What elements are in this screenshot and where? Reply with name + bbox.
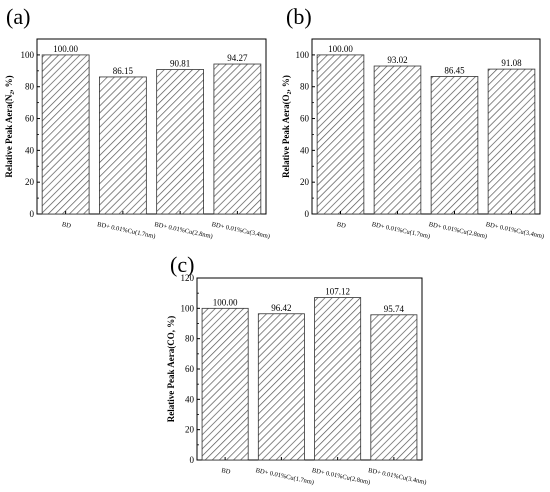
bar-value-label: 96.42 — [271, 303, 291, 313]
bar — [99, 76, 147, 215]
bar — [201, 307, 249, 461]
bar — [41, 54, 90, 215]
y-tick-label: 0 — [30, 209, 35, 219]
y-tick-label: 20 — [185, 425, 195, 435]
y-tick-label: 0 — [190, 455, 195, 465]
bar-value-label: 91.08 — [501, 58, 522, 68]
y-tick-label: 80 — [25, 82, 35, 92]
y-axis-label: Relative Peak Aera(CO, %) — [166, 316, 176, 422]
x-category-label: BD+ 0.01%Cu(2.8nm) — [311, 467, 371, 486]
panel-letter: (c) — [170, 252, 194, 277]
y-tick-label: 100 — [296, 50, 310, 60]
y-tick-label: 80 — [300, 82, 310, 92]
y-axis-label: Relative Peak Aera(O₂, %) — [281, 75, 291, 178]
bar — [370, 314, 418, 461]
bar-value-label: 93.02 — [387, 55, 407, 65]
y-tick-label: 40 — [25, 145, 35, 155]
x-category-label: BD+ 0.01%Cu(1.7nm) — [371, 221, 431, 240]
bar — [373, 65, 422, 215]
bar-value-label: 86.45 — [444, 65, 465, 75]
bar-value-label: 100.00 — [53, 44, 78, 54]
bar-value-label: 90.81 — [170, 59, 190, 69]
y-tick-label: 60 — [300, 114, 310, 124]
x-category-label: BD — [61, 221, 72, 230]
y-tick-label: 100 — [181, 303, 195, 313]
chart-panel-c: (c) 0 20 40 60 80 100 120 Relative Peak Aera(CO,… — [166, 252, 427, 486]
panel-letter: (a) — [6, 4, 30, 29]
y-tick-label: 80 — [185, 334, 195, 344]
x-category-label: BD+ 0.01%Cu(2.8nm) — [428, 221, 488, 240]
panel-letter: (b) — [286, 4, 312, 29]
x-category-label: BD+ 0.01%Cu(2.8nm) — [154, 221, 214, 240]
bar — [487, 68, 536, 215]
x-category-label: BD — [336, 221, 347, 230]
bar-value-label: 94.27 — [227, 53, 248, 63]
axes-frame — [311, 38, 541, 215]
x-category-label: BD — [221, 467, 232, 476]
bar — [257, 313, 305, 461]
y-tick-label: 100 — [21, 50, 35, 60]
bar — [314, 297, 362, 461]
x-category-label: BD+ 0.01%Cu(1.7nm) — [255, 467, 315, 486]
bar — [156, 69, 204, 215]
y-axis-label: Relative Peak Aera(N₂, %) — [4, 75, 14, 177]
bar-value-label: 100.00 — [213, 297, 238, 307]
chart-panel-a: (a) 0 20 40 60 80 100 Relative Peak Aera(N₂, %)… — [4, 4, 271, 240]
chart-panel-b: (b) 0 20 40 60 80 100 Relative Peak Aera(O₂, %)… — [281, 4, 545, 240]
y-tick-label: 40 — [185, 394, 195, 404]
y-tick-label: 120 — [181, 273, 195, 283]
x-category-label: BD+ 0.01%Cu(3.4nm) — [211, 221, 271, 240]
x-category-label: BD+ 0.01%Cu(3.4nm) — [367, 467, 427, 486]
y-tick-label: 20 — [300, 177, 310, 187]
bar-value-label: 95.74 — [384, 304, 405, 314]
bar-value-label: 86.15 — [113, 66, 134, 76]
y-tick-label: 40 — [300, 145, 310, 155]
bar-value-label: 107.12 — [325, 287, 350, 297]
bar — [316, 54, 365, 215]
y-tick-label: 60 — [185, 364, 195, 374]
y-tick-label: 20 — [25, 177, 35, 187]
axes-frame — [36, 38, 267, 215]
y-tick-label: 60 — [25, 114, 35, 124]
x-category-label: BD+ 0.01%Cu(3.4nm) — [485, 221, 545, 240]
x-category-label: BD+ 0.01%Cu(1.7nm) — [96, 221, 156, 240]
y-tick-label: 0 — [305, 209, 310, 219]
bar-value-label: 100.00 — [328, 44, 353, 54]
bar — [430, 76, 479, 215]
bar — [213, 63, 262, 215]
